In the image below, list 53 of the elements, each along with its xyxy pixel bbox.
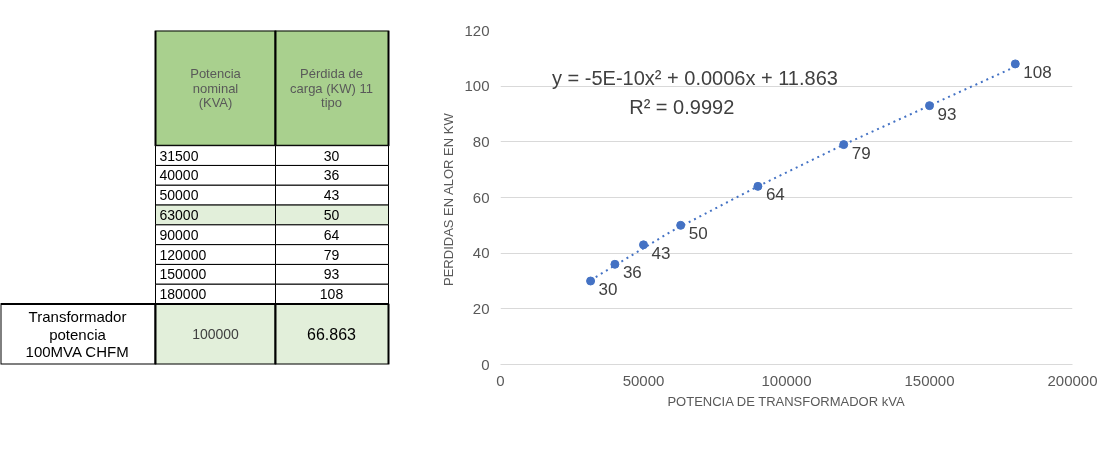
text: 66.863 xyxy=(307,326,357,344)
point xyxy=(586,276,596,286)
data-label: 43 xyxy=(651,243,671,263)
text: 63000 xyxy=(159,206,199,223)
y-tick-label: 40 xyxy=(472,244,490,262)
text: 43 xyxy=(323,187,340,204)
text: 31500 xyxy=(159,147,199,164)
text: 108 xyxy=(319,286,344,303)
text: 50 xyxy=(323,206,340,223)
data-label: 79 xyxy=(851,143,871,163)
text: 150000 xyxy=(159,266,207,283)
text: 100000 xyxy=(192,326,240,343)
point xyxy=(610,259,620,269)
annotation: R² = 0.9992 xyxy=(629,96,735,119)
text: 180000 xyxy=(159,286,207,303)
x-axis-title: POTENCIA DE TRANSFORMADOR kVA xyxy=(667,393,905,409)
point xyxy=(925,101,934,111)
x-tick-label: 150000 xyxy=(904,371,955,389)
y-tick-label: 120 xyxy=(464,21,490,39)
y-axis-title: PERDIDAS EN ALOR EN KW xyxy=(441,112,457,286)
point xyxy=(753,181,763,191)
data-label: 36 xyxy=(622,263,642,283)
point xyxy=(1010,59,1020,69)
text: 79 xyxy=(323,246,340,263)
y-tick-label: 80 xyxy=(472,132,490,150)
data-label: 108 xyxy=(1023,62,1052,82)
text: 120000 xyxy=(159,246,207,263)
text: 64 xyxy=(323,226,340,243)
data-label: 64 xyxy=(765,185,785,205)
y-tick-label: 100 xyxy=(464,77,490,95)
text: Transformador potencia 100MVA CHFM xyxy=(25,308,129,361)
point xyxy=(839,140,849,150)
data-label: 93 xyxy=(937,104,957,124)
y-tick-label: 60 xyxy=(472,188,490,206)
text: Potencia nominal (KVA) xyxy=(190,66,242,110)
x-tick-label: 0 xyxy=(496,371,505,389)
y-tick-label: 20 xyxy=(472,299,490,317)
text: 93 xyxy=(323,266,340,283)
text: 36 xyxy=(323,167,340,184)
x-tick-label: 200000 xyxy=(1047,371,1098,389)
text: 30 xyxy=(323,147,340,164)
text: Pérdida de carga (KW) 11 tipo xyxy=(290,66,373,110)
text: 50000 xyxy=(159,187,199,204)
point xyxy=(676,220,686,230)
y-tick-label: 0 xyxy=(481,355,490,373)
x-tick-label: 50000 xyxy=(622,371,665,389)
x-tick-label: 100000 xyxy=(761,371,812,389)
annotation: y = -5E-10x² + 0.0006x + 11.863 xyxy=(551,67,838,90)
data-label: 30 xyxy=(598,280,618,299)
point xyxy=(639,240,648,250)
data-label: 50 xyxy=(688,224,708,244)
text: 40000 xyxy=(159,167,199,184)
text: 90000 xyxy=(159,226,199,243)
